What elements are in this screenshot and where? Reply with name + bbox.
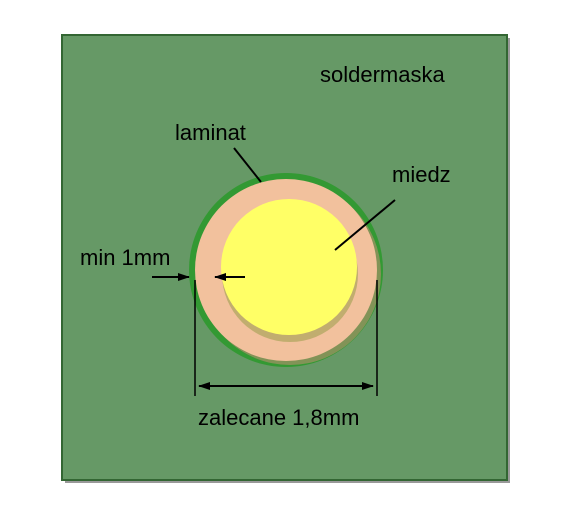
copper-circle: [221, 199, 357, 335]
label-zalecane: zalecane 1,8mm: [198, 405, 359, 430]
label-min1mm: min 1mm: [80, 245, 170, 270]
diagram-container: soldermaska laminat miedz min 1mm zalecane 1…: [0, 0, 566, 527]
label-laminat: laminat: [175, 120, 246, 145]
diagram-svg: soldermaska laminat miedz min 1mm zalecane 1…: [0, 0, 566, 527]
label-soldermaska: soldermaska: [320, 62, 445, 87]
label-miedz: miedz: [392, 162, 451, 187]
